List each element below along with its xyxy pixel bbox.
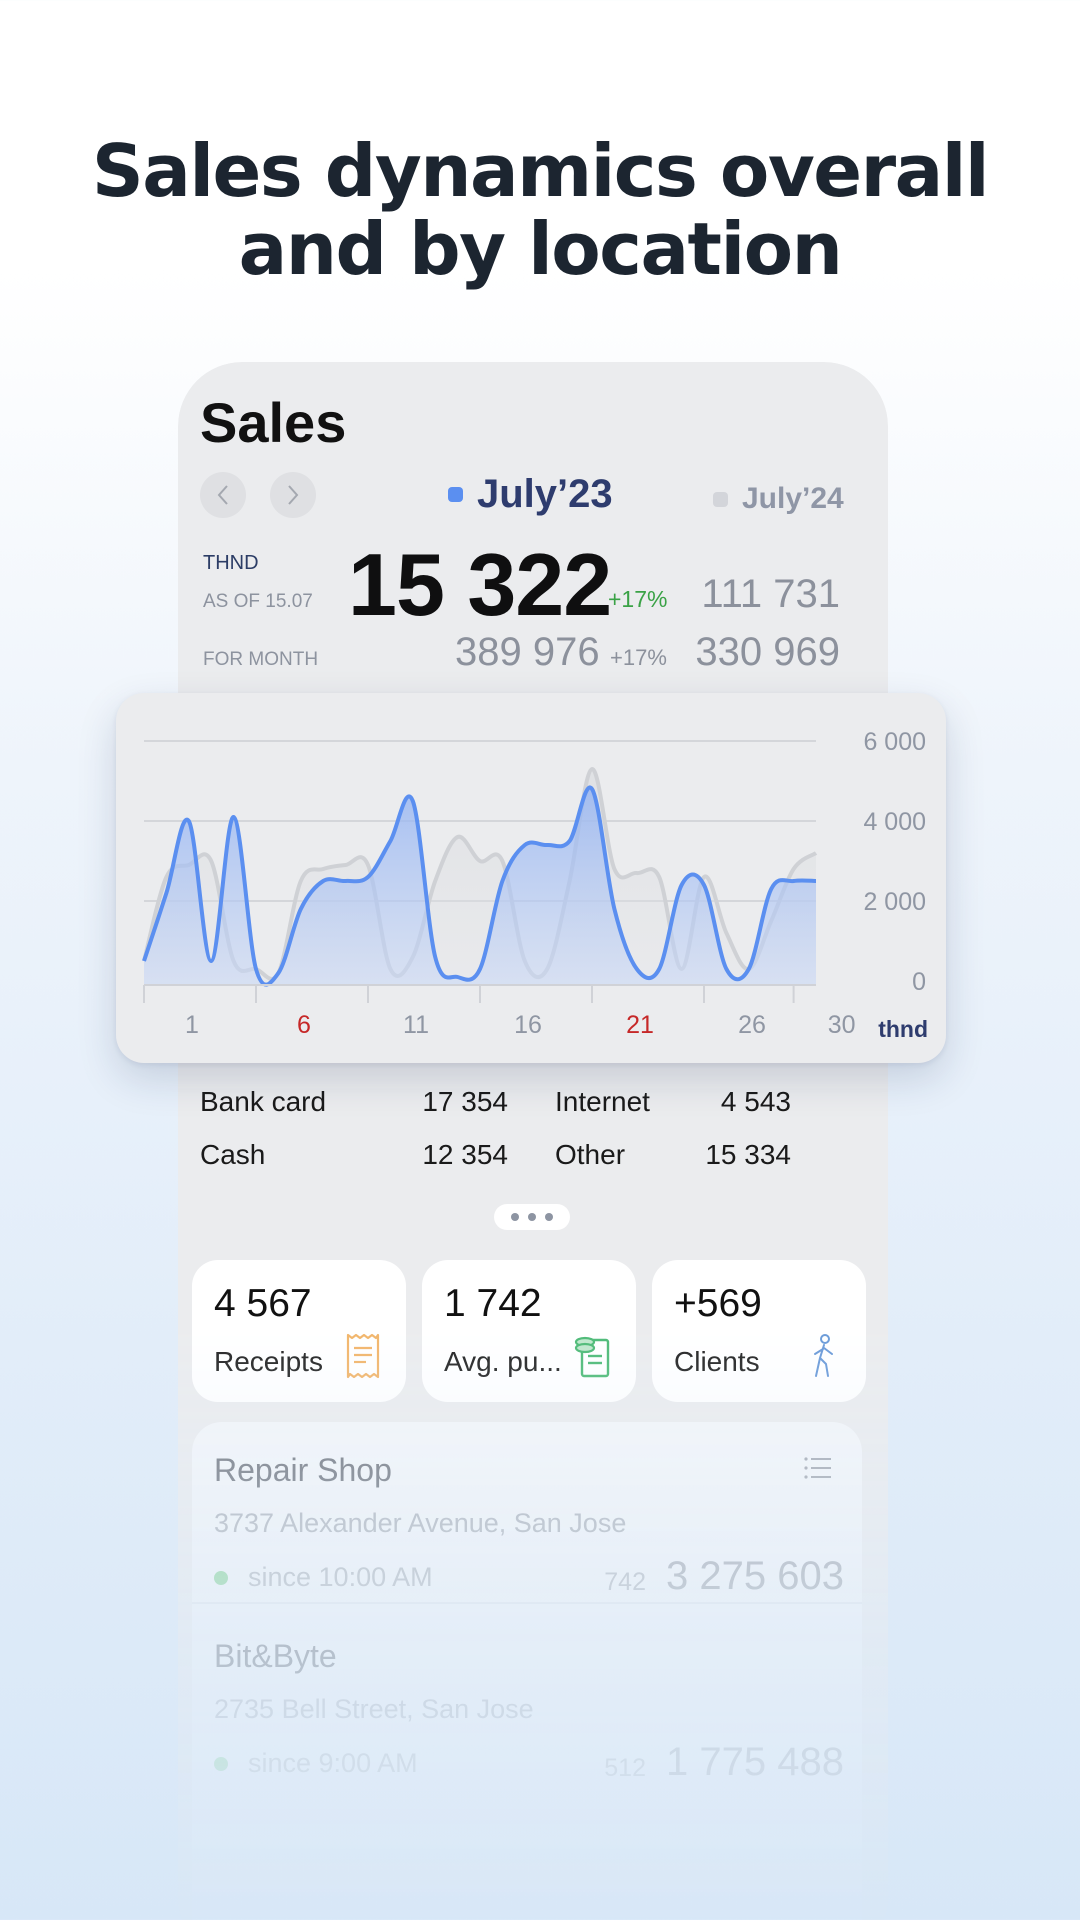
compare-period-legend[interactable]: July’24 xyxy=(713,482,844,516)
location-status: since 9:00 AM xyxy=(214,1748,418,1779)
stat-value: 4 567 xyxy=(214,1282,312,1325)
phone-screen: Sales July’23 July’24 THND AS OF 15.07 1… xyxy=(178,362,888,1920)
list-menu-icon[interactable] xyxy=(804,1456,832,1480)
compare-period-swatch xyxy=(713,491,728,507)
more-pager-button[interactable] xyxy=(494,1204,570,1230)
as-of-label: AS OF 15.07 xyxy=(203,591,313,612)
next-period-button[interactable] xyxy=(270,472,316,518)
sales-title: Sales xyxy=(200,391,347,454)
payment-label-other: Other xyxy=(555,1139,626,1170)
y-unit-label: thnd xyxy=(878,1016,928,1042)
x-tick-label: 30 xyxy=(828,1011,856,1039)
previous-period-button[interactable] xyxy=(200,472,246,518)
chevron-right-icon xyxy=(288,485,299,505)
receipt-icon xyxy=(346,1333,380,1379)
payment-value-bank-card: 17 354 xyxy=(422,1086,508,1117)
location-address: 2735 Bell Street, San Jose xyxy=(214,1694,534,1724)
as-of-value: 15 322 xyxy=(348,535,612,634)
location-receipt-count: 512 xyxy=(604,1754,646,1782)
y-tick-label: 4 000 xyxy=(863,808,926,836)
month-value: 389 976 xyxy=(455,630,600,674)
location-name: Bit&Byte xyxy=(214,1638,337,1674)
location-name: Repair Shop xyxy=(214,1452,392,1488)
location-status: since 10:00 AM xyxy=(214,1562,433,1593)
current-period-label: July’23 xyxy=(477,472,613,516)
open-status-dot xyxy=(214,1756,228,1771)
payment-value-internet: 4 543 xyxy=(720,1086,791,1117)
location-divider xyxy=(192,1602,862,1604)
chevron-left-icon xyxy=(217,485,228,505)
stat-card-receipts[interactable]: 4 567 Receipts xyxy=(192,1260,406,1402)
current-period-legend[interactable]: July’23 xyxy=(448,472,613,517)
location-receipt-count: 742 xyxy=(604,1568,646,1596)
y-tick-label: 2 000 xyxy=(863,888,926,916)
current-series-area xyxy=(144,787,816,985)
x-tick-label: 1 xyxy=(185,1011,199,1039)
x-tick-label: 6 xyxy=(297,1011,311,1039)
stat-card-clients[interactable]: +569 Clients xyxy=(652,1260,866,1402)
location-address: 3737 Alexander Avenue, San Jose xyxy=(214,1508,627,1538)
sales-chart-card[interactable]: 6 000 4 000 2 000 0 1 6 11 16 21 26 30 thnd xyxy=(116,693,946,1063)
compare-period-label: July’24 xyxy=(742,482,844,515)
x-tick-label: 26 xyxy=(738,1011,766,1039)
page-headline: Sales dynamics overall and by location xyxy=(0,132,1080,288)
stat-label: Avg. pu... xyxy=(444,1346,562,1377)
location-status-text: since 9:00 AM xyxy=(248,1748,418,1778)
coins-receipt-icon xyxy=(574,1336,610,1378)
month-change: +17% xyxy=(610,645,667,670)
stat-label: Receipts xyxy=(214,1346,323,1377)
stat-card-average-purchase[interactable]: 1 742 Avg. pu... xyxy=(422,1260,636,1402)
location-total: 1 775 488 xyxy=(666,1740,844,1784)
y-tick-label: 0 xyxy=(912,968,926,996)
headline-line-1: Sales dynamics overall xyxy=(91,129,990,213)
open-status-dot xyxy=(214,1570,228,1585)
stat-label: Clients xyxy=(674,1346,760,1377)
location-total: 3 275 603 xyxy=(666,1554,844,1598)
payment-value-other: 15 334 xyxy=(705,1139,791,1170)
stat-value: 1 742 xyxy=(444,1282,542,1325)
location-item-repair-shop[interactable]: Repair Shop 3737 Alexander Avenue, San J… xyxy=(192,1432,862,1612)
location-item-bit-and-byte[interactable]: Bit&Byte 2735 Bell Street, San Jose sinc… xyxy=(192,1618,862,1798)
unit-label: THND xyxy=(203,552,259,574)
payment-label-internet: Internet xyxy=(555,1086,650,1117)
y-tick-label: 6 000 xyxy=(863,728,926,756)
payment-label-bank-card: Bank card xyxy=(200,1086,327,1117)
payment-value-cash: 12 354 xyxy=(422,1139,508,1170)
x-tick-label: 11 xyxy=(403,1011,429,1039)
current-series-line xyxy=(142,785,817,987)
month-compare-value: 330 969 xyxy=(695,630,840,674)
month-label: FOR MONTH xyxy=(203,649,319,670)
location-status-text: since 10:00 AM xyxy=(248,1562,433,1592)
payment-label-cash: Cash xyxy=(200,1139,266,1170)
x-tick-label: 16 xyxy=(514,1011,542,1039)
headline-line-2: and by location xyxy=(238,207,843,291)
locations-panel xyxy=(192,1422,862,1920)
walking-person-icon xyxy=(814,1334,833,1377)
x-tick-label: 21 xyxy=(626,1011,654,1039)
as-of-compare-value: 111 731 xyxy=(701,572,840,616)
stat-value: +569 xyxy=(674,1282,762,1325)
current-period-swatch xyxy=(448,487,463,502)
as-of-change: +17% xyxy=(608,586,668,612)
